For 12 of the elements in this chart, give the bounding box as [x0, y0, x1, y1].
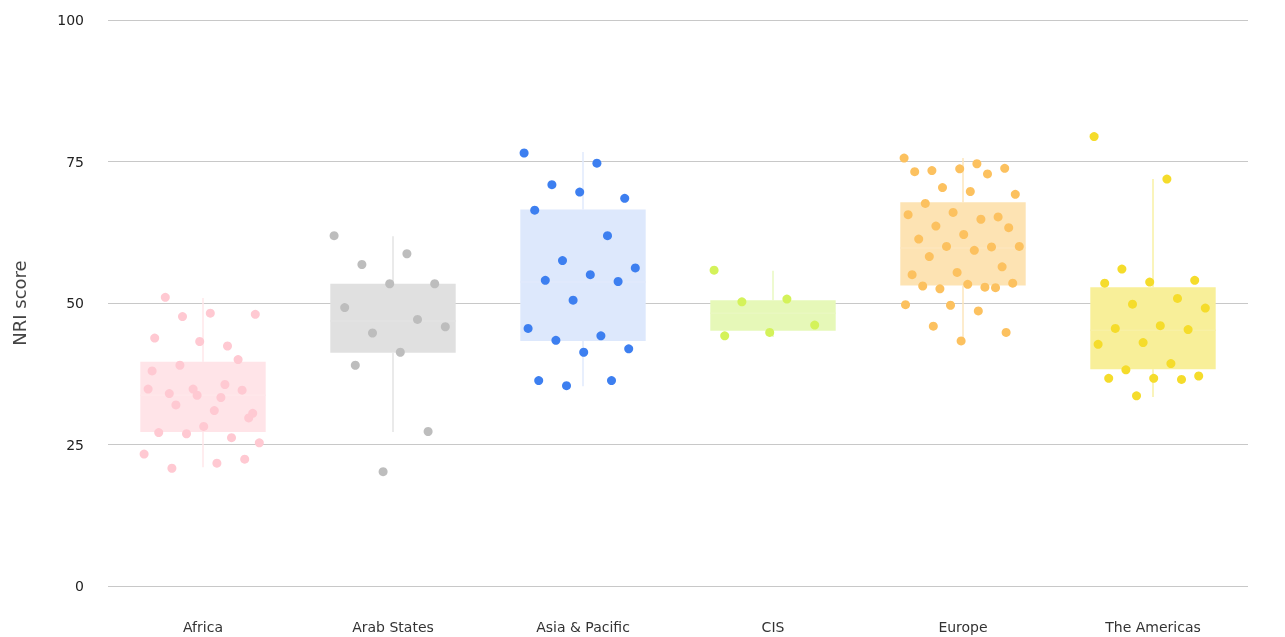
- x-tick-label: Africa: [183, 619, 223, 635]
- x-tick-label: Europe: [938, 619, 988, 635]
- x-tick-label: CIS: [761, 619, 785, 635]
- y-tick-label: 25: [66, 436, 84, 453]
- x-tick-label: Arab States: [352, 619, 434, 635]
- y-tick-label: 75: [66, 153, 84, 170]
- x-tick-label: The Americas: [1104, 619, 1201, 635]
- x-tick-label: Asia & Pacific: [536, 619, 630, 635]
- y-tick-label: 50: [66, 295, 84, 311]
- y-tick-label: 100: [57, 12, 84, 28]
- y-tick-label: 0: [75, 578, 84, 594]
- y-axis-title: NRI score: [8, 260, 30, 346]
